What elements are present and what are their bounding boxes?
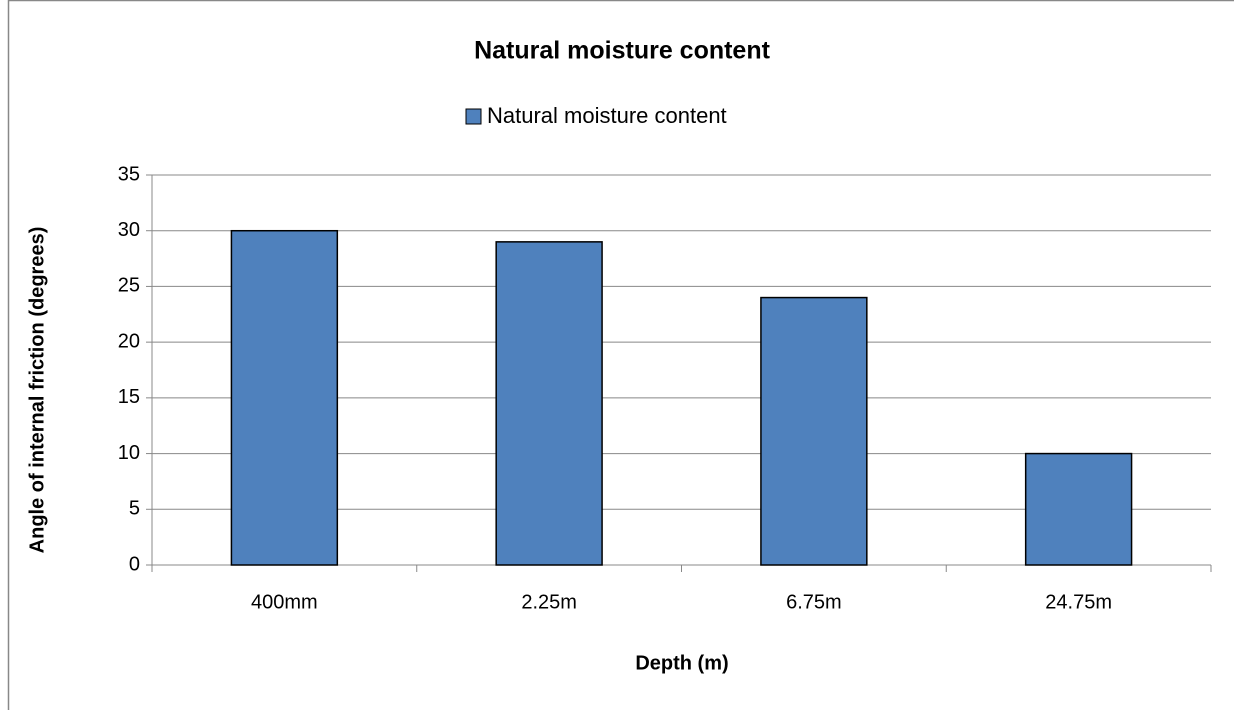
y-tick-label: 35 xyxy=(118,163,140,185)
x-tick-label: 2.25m xyxy=(521,591,577,613)
x-tick-label: 400mm xyxy=(251,591,318,613)
y-tick-label: 0 xyxy=(129,553,140,575)
chart-title: Natural moisture content xyxy=(474,37,771,65)
y-axis-title: Angle of internal friction (degrees) xyxy=(26,227,48,554)
y-tick-label: 30 xyxy=(118,219,140,241)
y-tick-label: 15 xyxy=(118,386,140,408)
y-tick-label: 10 xyxy=(118,442,140,464)
bar xyxy=(230,229,339,566)
legend-label: Natural moisture content xyxy=(487,103,727,128)
x-axis-title: Depth (m) xyxy=(635,652,728,674)
bar xyxy=(495,241,603,566)
y-tick-label: 20 xyxy=(118,330,140,352)
x-tick-label: 6.75m xyxy=(786,591,842,613)
bar xyxy=(1024,452,1133,566)
y-tick-label: 25 xyxy=(118,275,140,297)
chart-frame xyxy=(7,0,1234,710)
legend-swatch xyxy=(465,108,482,125)
x-tick-label: 24.75m xyxy=(1045,591,1112,613)
bar xyxy=(760,296,868,566)
y-tick-label: 5 xyxy=(129,498,140,520)
